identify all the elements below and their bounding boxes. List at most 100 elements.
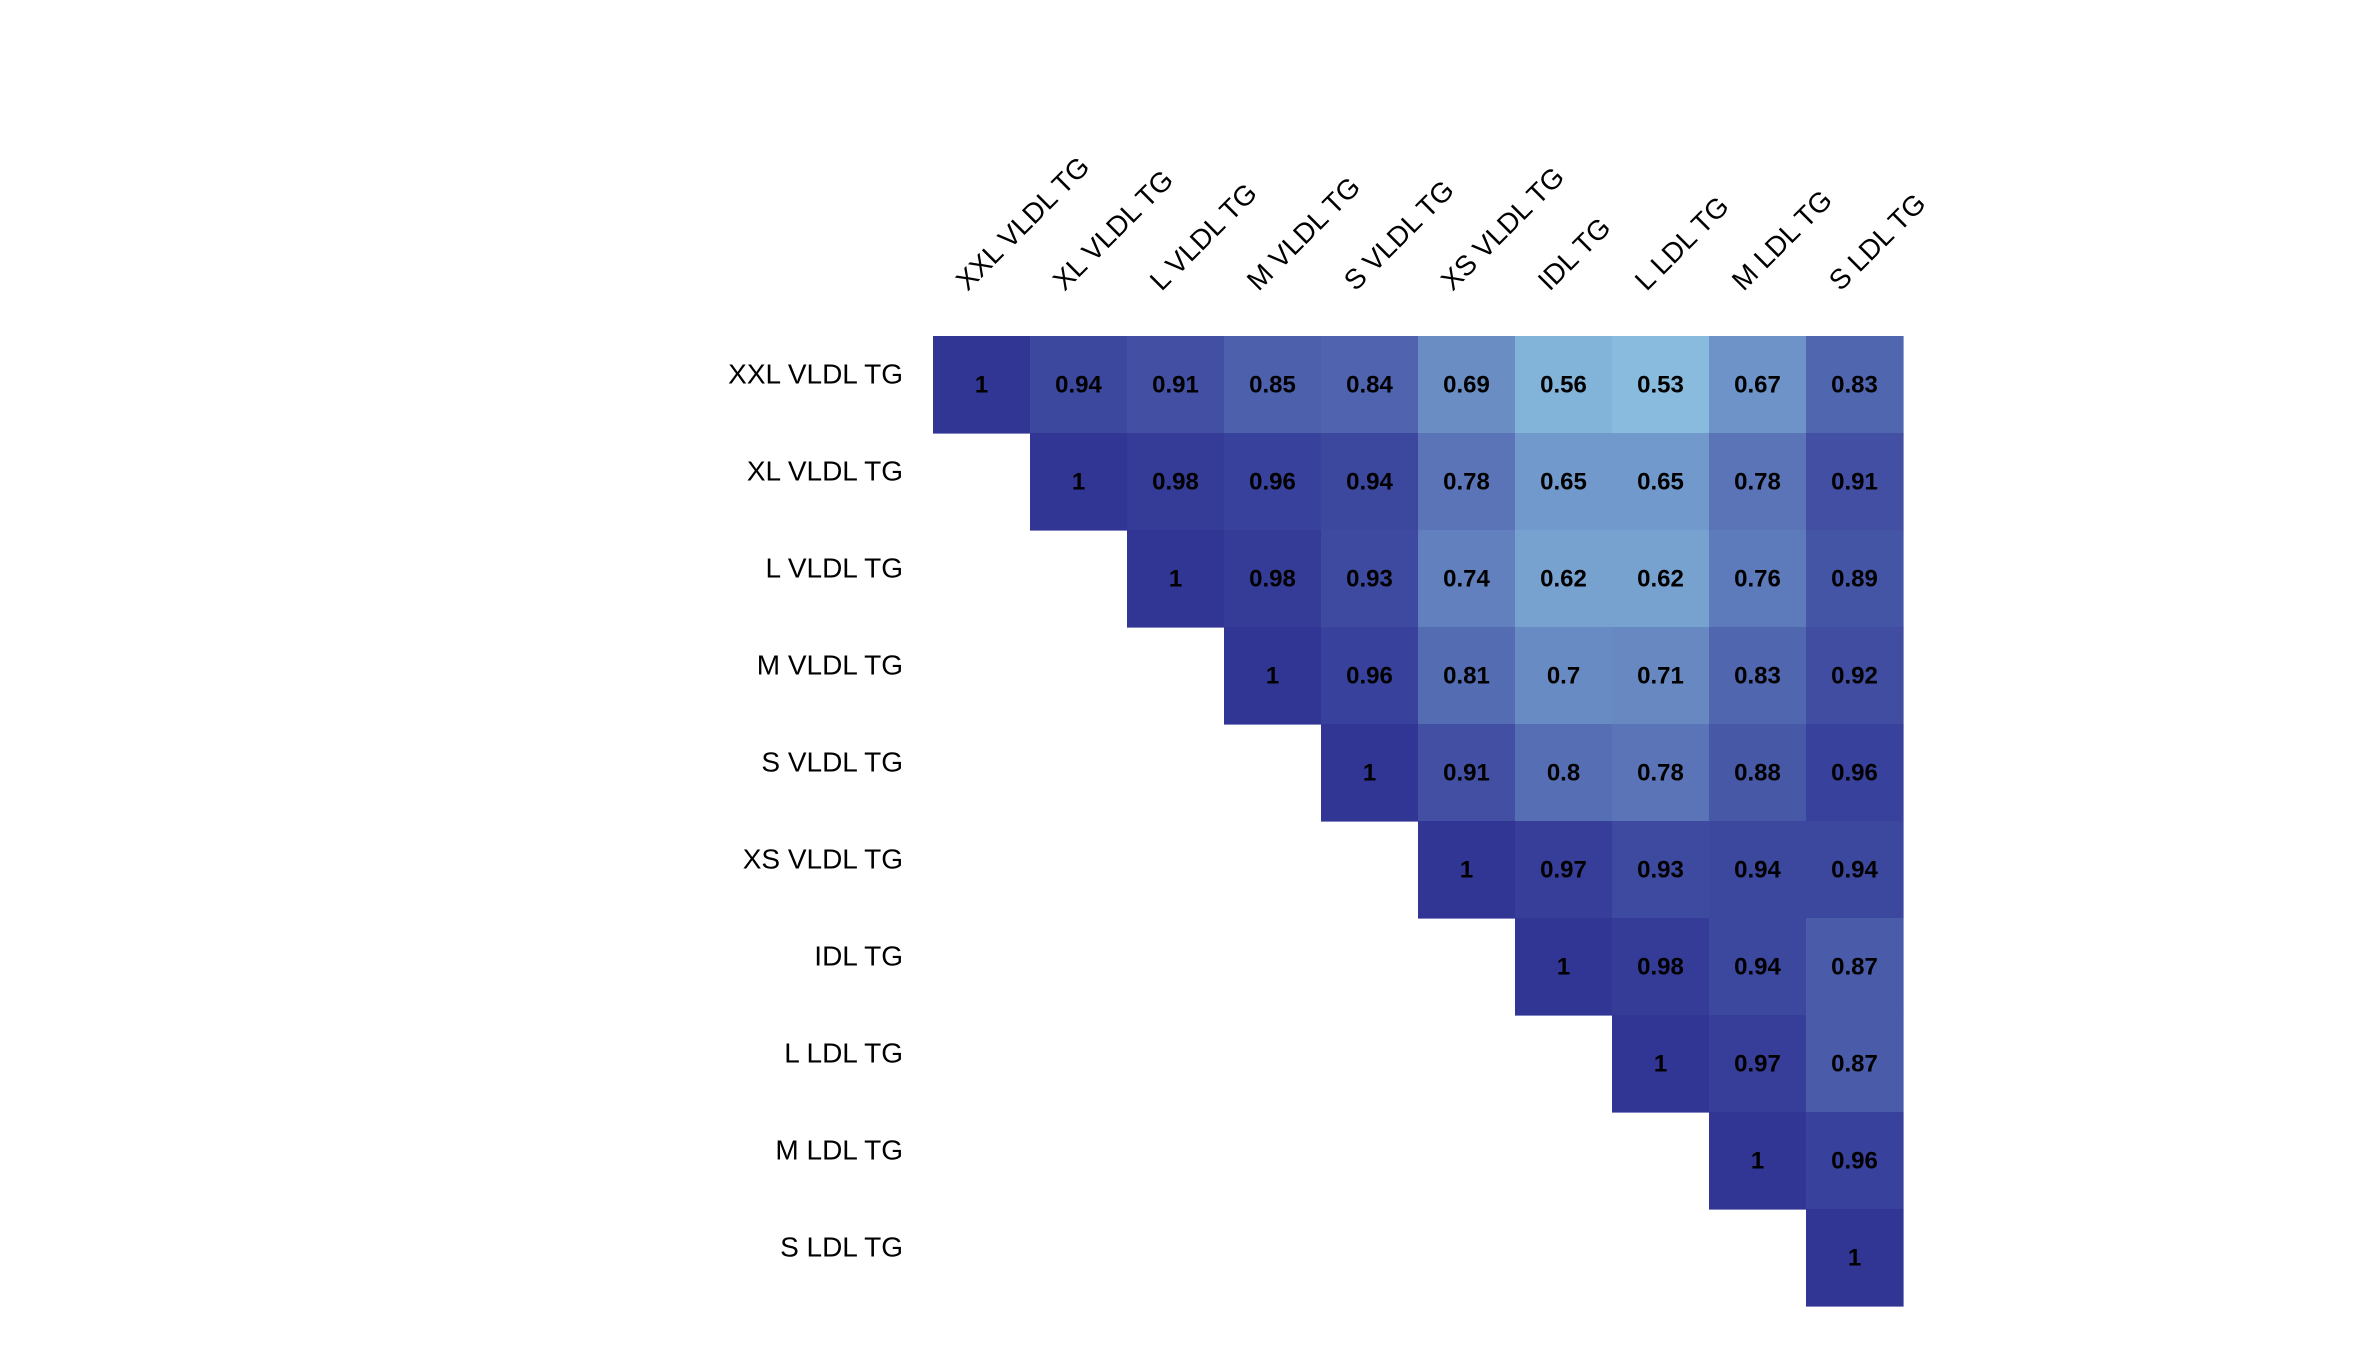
- heatmap-cell-s-vldl-tg-x-s-vldl-tg: [1321, 724, 1419, 822]
- heatmap-cell-xxl-vldl-tg-x-xxl-vldl-tg: [933, 336, 1031, 434]
- cell-value-label: 0.65: [1637, 469, 1684, 496]
- heatmap-cell-l-vldl-tg-x-l-vldl-tg: [1127, 530, 1225, 628]
- heatmap-cell-m-ldl-tg-x-m-ldl-tg: [1709, 1112, 1807, 1210]
- cell-value-label: 0.97: [1734, 1051, 1781, 1078]
- row-label-s-vldl-tg: S VLDL TG: [761, 747, 903, 778]
- heatmap-cell-l-vldl-tg-x-idl-tg: [1515, 530, 1613, 628]
- cell-value-label: 0.65: [1540, 469, 1587, 496]
- row-label-l-ldl-tg: L LDL TG: [784, 1038, 903, 1069]
- cell-value-label: 0.94: [1734, 857, 1781, 884]
- heatmap-cell-m-vldl-tg-x-m-ldl-tg: [1709, 627, 1807, 725]
- heatmap-cell-m-vldl-tg-x-idl-tg: [1515, 627, 1613, 725]
- cell-value-label: 0.78: [1443, 469, 1490, 496]
- heatmap-cell-s-vldl-tg-x-xs-vldl-tg: [1418, 724, 1516, 822]
- heatmap-cell-xxl-vldl-tg-x-l-vldl-tg: [1127, 336, 1225, 434]
- cell-value-label: 0.96: [1831, 1148, 1878, 1175]
- cell-value-label: 0.87: [1831, 1051, 1878, 1078]
- heatmap-cell-xl-vldl-tg-x-s-vldl-tg: [1321, 433, 1419, 531]
- cell-value-label: 1: [1169, 566, 1182, 593]
- cell-value-label: 0.62: [1637, 566, 1684, 593]
- cell-value-label: 0.78: [1637, 760, 1684, 787]
- cell-value-label: 0.67: [1734, 372, 1781, 399]
- heatmap-cell-xxl-vldl-tg-x-m-ldl-tg: [1709, 336, 1807, 434]
- cell-value-label: 0.94: [1734, 954, 1781, 981]
- cell-value-label: 0.93: [1637, 857, 1684, 884]
- row-label-s-ldl-tg: S LDL TG: [780, 1232, 903, 1263]
- cell-value-label: 0.94: [1346, 469, 1393, 496]
- cell-value-label: 0.96: [1249, 469, 1296, 496]
- cell-value-label: 0.53: [1637, 372, 1684, 399]
- cell-value-label: 0.85: [1249, 372, 1296, 399]
- cell-value-label: 1: [1848, 1245, 1861, 1272]
- cell-value-label: 0.88: [1734, 760, 1781, 787]
- heatmap-cell-xs-vldl-tg-x-idl-tg: [1515, 821, 1613, 919]
- cell-value-label: 1: [1460, 857, 1473, 884]
- row-label-xs-vldl-tg: XS VLDL TG: [743, 844, 903, 875]
- heatmap-cell-s-vldl-tg-x-m-ldl-tg: [1709, 724, 1807, 822]
- heatmap-cell-xs-vldl-tg-x-l-ldl-tg: [1612, 821, 1710, 919]
- heatmap-cell-xs-vldl-tg-x-s-ldl-tg: [1806, 821, 1904, 919]
- cell-value-label: 0.94: [1831, 857, 1878, 884]
- column-label-s-ldl-tg: S LDL TG: [1823, 187, 1932, 296]
- cell-value-label: 0.83: [1734, 663, 1781, 690]
- cell-value-label: 0.97: [1540, 857, 1587, 884]
- heatmap-cell-xl-vldl-tg-x-idl-tg: [1515, 433, 1613, 531]
- cell-value-label: 1: [1654, 1051, 1667, 1078]
- row-label-xl-vldl-tg: XL VLDL TG: [747, 456, 903, 487]
- row-label-xxl-vldl-tg: XXL VLDL TG: [728, 359, 903, 390]
- cell-value-label: 0.91: [1152, 372, 1199, 399]
- heatmap-cell-xl-vldl-tg-x-s-ldl-tg: [1806, 433, 1904, 531]
- heatmap-cell-m-vldl-tg-x-m-vldl-tg: [1224, 627, 1322, 725]
- cell-value-label: 0.56: [1540, 372, 1587, 399]
- cell-value-label: 0.76: [1734, 566, 1781, 593]
- cell-value-label: 0.94: [1055, 372, 1102, 399]
- heatmap-cell-l-vldl-tg-x-l-ldl-tg: [1612, 530, 1710, 628]
- column-label-m-ldl-tg: M LDL TG: [1726, 184, 1838, 296]
- cell-value-label: 0.84: [1346, 372, 1393, 399]
- heatmap-cell-l-vldl-tg-x-m-vldl-tg: [1224, 530, 1322, 628]
- cell-value-label: 0.7: [1547, 663, 1580, 690]
- heatmap-cell-idl-tg-x-idl-tg: [1515, 918, 1613, 1016]
- row-labels: XXL VLDL TG XL VLDL TG L VLDL TG M VLDL TG S…: [728, 359, 903, 1263]
- heatmap-cell-l-vldl-tg-x-xs-vldl-tg: [1418, 530, 1516, 628]
- heatmap-cell-l-ldl-tg-x-l-ldl-tg: [1612, 1015, 1710, 1113]
- row-label-m-ldl-tg: M LDL TG: [775, 1135, 903, 1166]
- heatmap-cell-idl-tg-x-m-ldl-tg: [1709, 918, 1807, 1016]
- cell-value-label: 0.87: [1831, 954, 1878, 981]
- column-label-l-ldl-tg: L LDL TG: [1629, 190, 1735, 296]
- cell-value-label: 0.98: [1249, 566, 1296, 593]
- heatmap-cell-xs-vldl-tg-x-xs-vldl-tg: [1418, 821, 1516, 919]
- cell-value-label: 0.81: [1443, 663, 1490, 690]
- cell-value-label: 0.96: [1831, 760, 1878, 787]
- heatmap-cell-xl-vldl-tg-x-xs-vldl-tg: [1418, 433, 1516, 531]
- heatmap-cell-xl-vldl-tg-x-xl-vldl-tg: [1030, 433, 1128, 531]
- cell-value-label: 0.98: [1637, 954, 1684, 981]
- cell-value-label: 0.83: [1831, 372, 1878, 399]
- heatmap-cell-m-vldl-tg-x-xs-vldl-tg: [1418, 627, 1516, 725]
- heatmap-cell-xl-vldl-tg-x-m-vldl-tg: [1224, 433, 1322, 531]
- cell-value-label: 0.71: [1637, 663, 1684, 690]
- heatmap-cell-xl-vldl-tg-x-l-vldl-tg: [1127, 433, 1225, 531]
- heatmap-cell-xs-vldl-tg-x-m-ldl-tg: [1709, 821, 1807, 919]
- heatmap-cell-xxl-vldl-tg-x-xs-vldl-tg: [1418, 336, 1516, 434]
- heatmap-cell-idl-tg-x-l-ldl-tg: [1612, 918, 1710, 1016]
- heatmap-cell-s-vldl-tg-x-s-ldl-tg: [1806, 724, 1904, 822]
- cell-value-label: 0.92: [1831, 663, 1878, 690]
- cell-value-label: 0.91: [1443, 760, 1490, 787]
- heatmap-cell-xl-vldl-tg-x-l-ldl-tg: [1612, 433, 1710, 531]
- cell-value-label: 1: [975, 372, 988, 399]
- heatmap-cell-xxl-vldl-tg-x-s-ldl-tg: [1806, 336, 1904, 434]
- heatmap-cell-xxl-vldl-tg-x-l-ldl-tg: [1612, 336, 1710, 434]
- heatmap-cell-m-vldl-tg-x-s-vldl-tg: [1321, 627, 1419, 725]
- cell-value-label: 0.98: [1152, 469, 1199, 496]
- heatmap-cell-l-vldl-tg-x-s-vldl-tg: [1321, 530, 1419, 628]
- cell-value-label: 0.89: [1831, 566, 1878, 593]
- cell-value-label: 0.69: [1443, 372, 1490, 399]
- heatmap-cell-l-vldl-tg-x-s-ldl-tg: [1806, 530, 1904, 628]
- heatmap-cell-s-vldl-tg-x-l-ldl-tg: [1612, 724, 1710, 822]
- cell-value-label: 0.62: [1540, 566, 1587, 593]
- heatmap-cell-xl-vldl-tg-x-m-ldl-tg: [1709, 433, 1807, 531]
- row-label-l-vldl-tg: L VLDL TG: [766, 553, 903, 584]
